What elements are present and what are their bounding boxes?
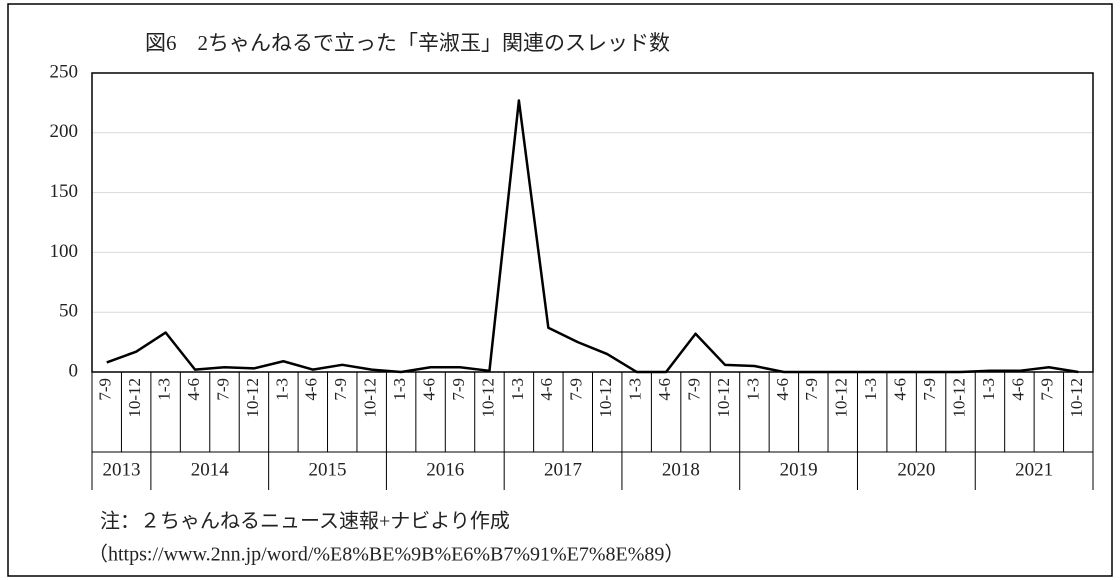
- x-group-label: 2018: [662, 459, 700, 480]
- x-tick-label: 7-9: [96, 378, 115, 401]
- x-tick-label: 7-9: [920, 378, 939, 401]
- x-tick-label: 7-9: [331, 378, 350, 401]
- x-tick-label: 10-12: [361, 378, 380, 418]
- x-tick-label: 1-3: [508, 378, 527, 401]
- x-tick-label: 10-12: [714, 378, 733, 418]
- x-tick-label: 4-6: [419, 378, 438, 401]
- x-group-label: 2015: [309, 459, 347, 480]
- x-tick-label: 7-9: [1038, 378, 1057, 401]
- x-tick-label: 10-12: [1067, 378, 1086, 418]
- x-tick-label: 10-12: [832, 378, 851, 418]
- x-tick-label: 10-12: [243, 378, 262, 418]
- x-tick-label: 1-3: [979, 378, 998, 401]
- x-tick-label: 10-12: [949, 378, 968, 418]
- x-group-label: 2021: [1015, 459, 1053, 480]
- line: [106, 99, 1079, 374]
- x-tick-label: 1-3: [272, 378, 291, 401]
- x-tick-label: 1-3: [626, 378, 645, 401]
- x-tick-label: 4-6: [891, 378, 910, 401]
- x-group-label: 2017: [544, 459, 582, 480]
- y-tick-label: 150: [50, 181, 79, 202]
- chart-title: 図6 2ちゃんねるで立った「辛淑玉」関連のスレッド数: [145, 31, 670, 55]
- y-tick-label: 100: [50, 241, 79, 262]
- x-tick-label: 1-3: [390, 378, 409, 401]
- y-tick-label: 0: [69, 360, 79, 381]
- x-tick-label: 10-12: [596, 378, 615, 418]
- y-tick-label: 250: [50, 61, 79, 82]
- note: 注：２ちゃんねるニュース速報+ナビより作成: [100, 510, 510, 533]
- x-tick-label: 4-6: [773, 378, 792, 401]
- x-tick-label: 10-12: [125, 378, 144, 418]
- x-tick-label: 4-6: [537, 378, 556, 401]
- x-tick-label: 4-6: [184, 378, 203, 401]
- x-tick-label: 1-3: [861, 378, 880, 401]
- x-tick-label: 7-9: [449, 378, 468, 401]
- x-group-label: 2020: [897, 459, 935, 480]
- x-tick-label: 7-9: [567, 378, 586, 401]
- x-group-label: 2016: [426, 459, 464, 480]
- y-tick-label: 200: [50, 121, 79, 142]
- x-tick-label: 7-9: [684, 378, 703, 401]
- x-group-label: 2013: [102, 459, 140, 480]
- x-tick-label: 4-6: [655, 378, 674, 401]
- y-tick-label: 50: [59, 301, 78, 322]
- x-tick-label: 1-3: [155, 378, 174, 401]
- x-group-label: 2014: [191, 459, 230, 480]
- x-tick-label: 4-6: [302, 378, 321, 401]
- x-tick-label: 4-6: [1008, 378, 1027, 401]
- x-tick-label: 10-12: [478, 378, 497, 418]
- frame: [7, 3, 1113, 577]
- x-group-label: 2019: [780, 459, 818, 480]
- x-tick-label: 1-3: [743, 378, 762, 401]
- plot-border: [91, 72, 1094, 373]
- x-tick-label: 7-9: [802, 378, 821, 401]
- x-tick-label: 7-9: [213, 378, 232, 401]
- note: （https://www.2nn.jp/word/%E8%BE%9B%E6%B7…: [88, 543, 684, 566]
